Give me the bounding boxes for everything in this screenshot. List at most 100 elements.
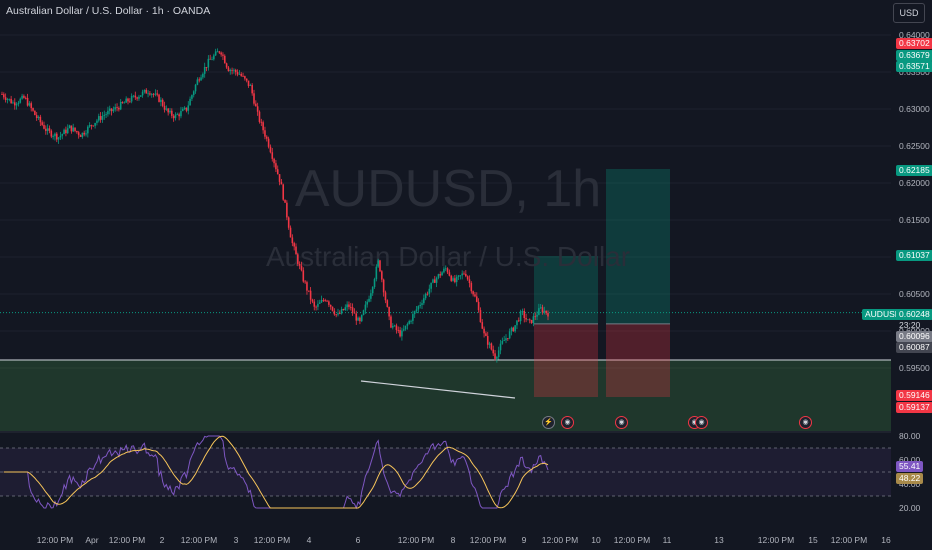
candle-body — [342, 309, 345, 311]
candle-body — [457, 275, 460, 277]
candle-body — [205, 66, 208, 68]
candle-body — [253, 93, 255, 104]
candle-body — [466, 276, 469, 280]
candle-body — [450, 275, 453, 281]
time-tick-label: 3 — [234, 535, 239, 545]
candle-body — [519, 311, 522, 322]
candle-body — [379, 260, 381, 272]
candle-body — [298, 263, 301, 266]
rsi-ma-line — [3, 435, 549, 509]
candle-body — [240, 73, 243, 76]
candle-body — [468, 279, 471, 284]
candle-body — [46, 128, 49, 131]
time-tick-label: 12:00 PM — [614, 535, 650, 545]
position-boxes — [0, 169, 891, 397]
time-tick-label: 12:00 PM — [758, 535, 794, 545]
candle-body — [216, 51, 219, 53]
grid — [0, 34, 891, 433]
flag-icon[interactable]: ◉ — [615, 416, 628, 429]
candle-body — [538, 308, 540, 315]
candle-body — [165, 108, 168, 110]
candle-body — [139, 95, 142, 97]
candle-body — [15, 104, 18, 106]
candles — [1, 48, 549, 363]
candle-body — [92, 125, 95, 127]
candle-body — [397, 330, 400, 331]
candle-body — [61, 134, 64, 136]
time-tick-label: 12:00 PM — [542, 535, 578, 545]
candle-body — [357, 317, 359, 321]
trendline[interactable] — [360, 380, 516, 399]
candle-body — [17, 102, 20, 105]
candle-body — [415, 309, 418, 312]
candle-body — [101, 115, 104, 120]
time-tick-label: 8 — [451, 535, 456, 545]
candle-body — [183, 107, 186, 110]
price-tick-label: 0.62500 — [899, 141, 930, 151]
candle-body — [302, 270, 305, 282]
candle-body — [132, 95, 135, 97]
candle-body — [171, 110, 173, 116]
bolt-icon[interactable]: ⚡ — [542, 416, 555, 429]
candle-body — [547, 313, 549, 317]
watermark-symbol: AUDUSD, 1h — [295, 160, 601, 218]
candle-body — [278, 174, 281, 182]
candle-body — [152, 93, 155, 95]
candle-body — [271, 152, 274, 159]
candle-body — [517, 320, 520, 322]
currency-button[interactable]: USD — [893, 3, 925, 23]
candle-body — [309, 290, 312, 300]
candle-body — [463, 273, 465, 275]
candle-body — [530, 319, 533, 324]
time-axis[interactable]: 12:00 PM Apr 12:00 PM 2 12:00 PM 3 12:00 PM 4 6 1… — [37, 535, 891, 545]
price-tag-3: 0.63571 — [896, 61, 932, 72]
candle-body — [225, 63, 228, 68]
candle-body — [119, 101, 122, 110]
candle-body — [455, 276, 458, 283]
candle-body — [45, 128, 47, 131]
flag-icon[interactable]: ◉ — [695, 416, 708, 429]
price-axis[interactable]: 0.64000 0.63500 0.63000 0.62500 0.62000 0.615… — [899, 30, 930, 513]
candle-body — [105, 114, 107, 116]
watermark: AUDUSD, 1h Australian Dollar / U.S. Doll… — [266, 160, 630, 272]
candle-body — [214, 51, 217, 56]
candle-body — [375, 266, 378, 280]
candle-body — [275, 163, 277, 170]
candle-body — [441, 272, 443, 276]
price-tag-1: 0.63702 — [896, 38, 932, 49]
candle-body — [507, 338, 509, 339]
candle-body — [238, 73, 241, 75]
candle-body — [329, 304, 332, 307]
candle-body — [346, 304, 348, 308]
candle-body — [391, 325, 394, 328]
candle-body — [231, 69, 233, 71]
candle-body — [265, 136, 268, 139]
flag-icon[interactable]: ◉ — [799, 416, 812, 429]
time-tick-label: 4 — [307, 535, 312, 545]
candle-body — [503, 340, 505, 342]
position-target — [606, 169, 670, 324]
candle-body — [127, 98, 129, 102]
symbol-tag: AUDUSD — [862, 309, 904, 320]
candle-body — [52, 136, 54, 138]
candle-body — [158, 94, 160, 102]
candle-body — [362, 310, 365, 315]
candle-body — [408, 321, 411, 324]
candle-body — [280, 181, 283, 185]
candle-body — [28, 103, 31, 106]
candle-body — [291, 237, 294, 244]
time-tick-label: 6 — [356, 535, 361, 545]
candle-body — [388, 306, 390, 317]
flag-icon[interactable]: ◉ — [561, 416, 574, 429]
candle-body — [99, 116, 102, 120]
candle-body — [108, 108, 111, 111]
candle-body — [196, 79, 199, 85]
candle-body — [335, 314, 337, 316]
candle-body — [382, 279, 385, 293]
candle-body — [1, 94, 3, 95]
candle-body — [114, 107, 117, 110]
candle-body — [260, 121, 263, 123]
candle-body — [331, 306, 334, 311]
candle-body — [273, 158, 275, 164]
